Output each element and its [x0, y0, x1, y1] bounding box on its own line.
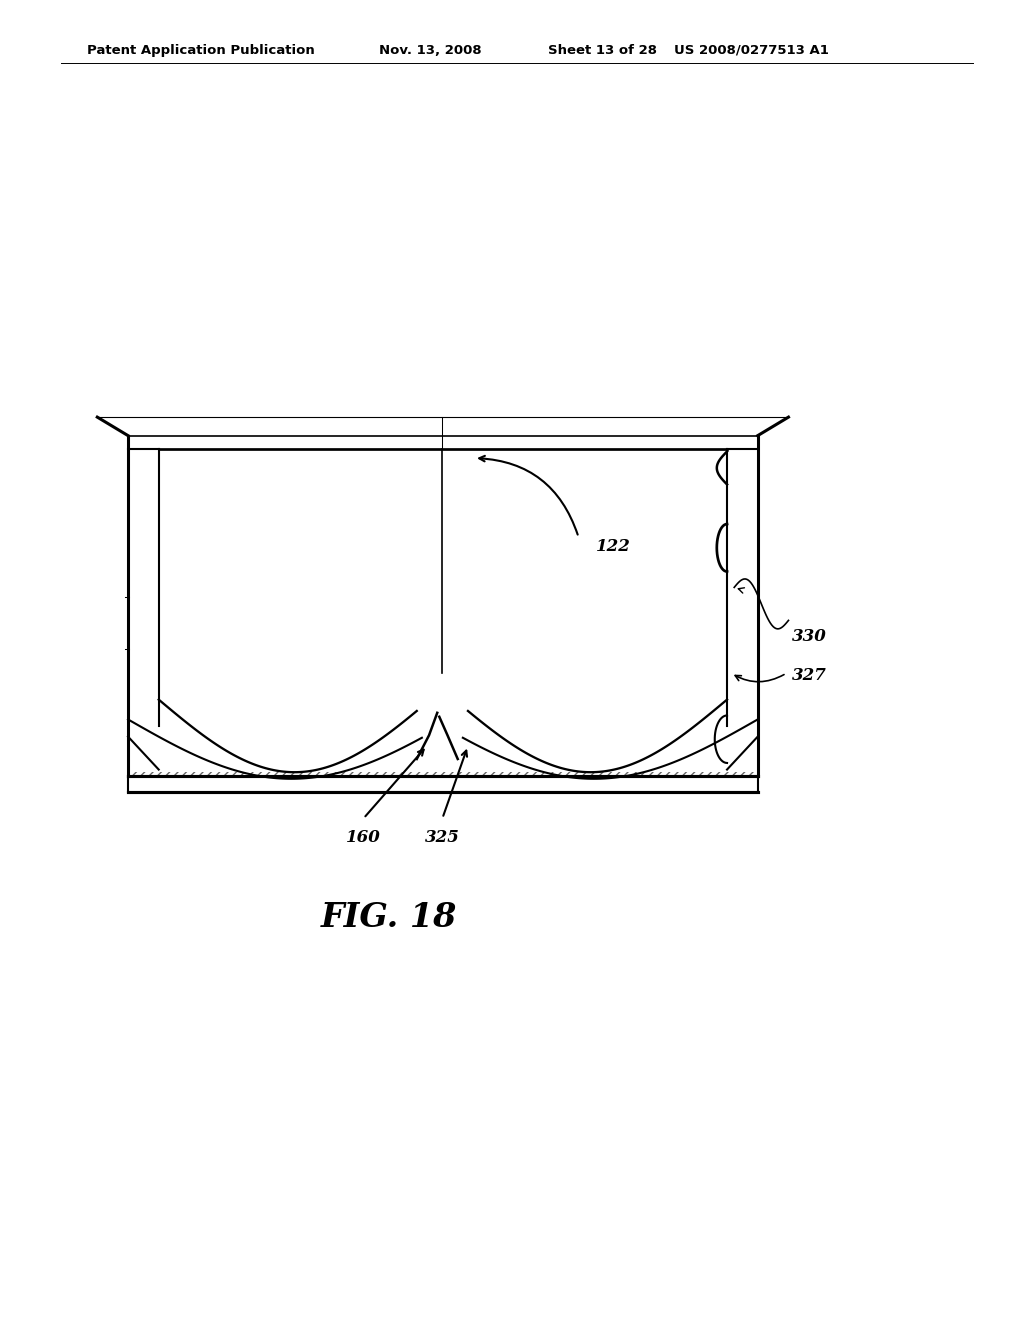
- Text: 325: 325: [425, 829, 460, 846]
- Text: 122: 122: [596, 539, 631, 554]
- Text: Patent Application Publication: Patent Application Publication: [87, 44, 314, 57]
- Text: 160: 160: [346, 829, 381, 846]
- Text: 330: 330: [792, 628, 826, 644]
- Text: 327: 327: [792, 668, 826, 684]
- Text: FIG. 18: FIG. 18: [321, 902, 458, 935]
- Text: Nov. 13, 2008: Nov. 13, 2008: [379, 44, 481, 57]
- Text: Sheet 13 of 28: Sheet 13 of 28: [548, 44, 656, 57]
- Text: US 2008/0277513 A1: US 2008/0277513 A1: [674, 44, 828, 57]
- Bar: [130, 772, 756, 776]
